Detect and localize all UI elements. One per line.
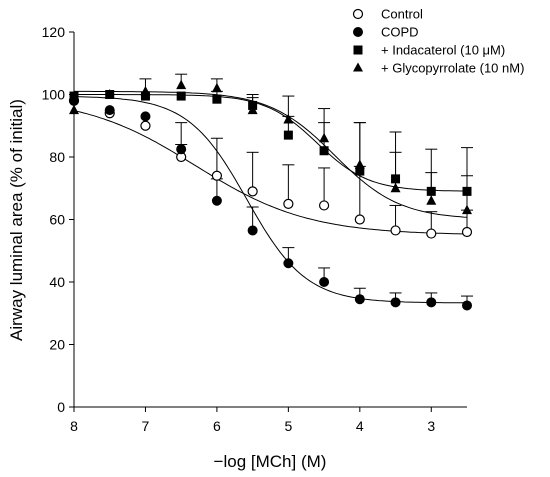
data-point-control	[247, 186, 258, 197]
data-point-control	[461, 226, 473, 238]
data-point-indacaterol	[426, 186, 436, 196]
x-tick-label: 4	[356, 418, 364, 434]
data-point-glycopyrrolate	[462, 204, 472, 215]
y-tick-label: 40	[49, 274, 65, 290]
data-point-copd	[390, 297, 401, 308]
y-axis-label: Airway luminal area (% of initial)	[7, 99, 26, 341]
data-point-copd	[354, 294, 365, 305]
data-point-glycopyrrolate	[354, 159, 365, 169]
legend-marker-glycopyrrolate	[353, 62, 363, 72]
legend-item-control: Control	[352, 7, 423, 22]
data-point-indacaterol	[355, 166, 365, 176]
fit-curves	[73, 90, 468, 304]
data-point-copd	[140, 111, 151, 122]
fit-curve	[74, 90, 468, 218]
data-point-indacaterol	[212, 94, 222, 104]
data-point-glycopyrrolate	[104, 89, 115, 99]
data-point-copd	[211, 195, 222, 206]
data-point-indacaterol	[391, 174, 401, 184]
data-point-glycopyrrolate	[426, 195, 437, 205]
legend: Control COPD + Indacaterol (10 μM) + Gly…	[352, 7, 524, 76]
x-ticks: 8 7 6 5 4 3	[70, 407, 435, 434]
data-point-control	[426, 228, 437, 239]
legend-item-indacaterol: + Indacaterol (10 μM)	[353, 43, 505, 58]
data-point-indacaterol	[462, 186, 472, 196]
data-point-indacaterol	[140, 91, 150, 101]
data-point-control	[354, 214, 365, 225]
data-point-control	[211, 170, 223, 181]
data-point-copd	[426, 297, 437, 308]
legend-item-glycopyrrolate: + Glycopyrrolate (10 nM)	[353, 61, 524, 76]
data-point-control	[283, 198, 294, 209]
legend-marker-copd	[353, 27, 363, 37]
data-markers	[68, 79, 473, 311]
legend-label-control: Control	[381, 7, 423, 22]
data-point-control	[140, 120, 151, 131]
error-bars	[139, 73, 473, 306]
legend-marker-control	[352, 8, 364, 20]
data-point-glycopyrrolate	[211, 82, 222, 93]
data-point-copd	[104, 105, 115, 116]
data-point-copd	[283, 258, 294, 269]
data-point-copd	[247, 225, 258, 236]
data-point-indacaterol	[176, 91, 186, 101]
data-point-glycopyrrolate	[176, 79, 187, 90]
x-tick-label: 8	[70, 418, 78, 434]
y-tick-label: 60	[49, 212, 65, 228]
data-point-glycopyrrolate	[140, 85, 151, 96]
data-point-glycopyrrolate	[283, 114, 294, 124]
x-tick-label: 5	[284, 418, 292, 434]
data-point-indacaterol	[69, 91, 79, 101]
y-tick-label: 20	[49, 337, 65, 353]
fit-curve	[74, 94, 468, 192]
data-point-indacaterol	[283, 130, 293, 140]
data-point-copd	[319, 277, 330, 287]
data-point-control	[390, 225, 401, 236]
data-point-glycopyrrolate	[69, 104, 79, 115]
legend-label-indacaterol: + Indacaterol (10 μM)	[381, 43, 505, 58]
fit-curve	[74, 96, 467, 304]
y-ticks: 0 20 40 60 80 100 120	[42, 24, 74, 415]
data-point-glycopyrrolate	[247, 104, 258, 115]
x-tick-label: 7	[142, 418, 150, 434]
x-axis-label: −log [MCh] (M)	[214, 452, 327, 471]
x-tick-label: 6	[213, 418, 221, 434]
y-tick-label: 80	[49, 149, 65, 165]
data-point-copd	[462, 300, 472, 311]
legend-label-copd: COPD	[381, 25, 419, 40]
y-tick-label: 120	[42, 24, 66, 40]
data-point-control	[318, 200, 330, 211]
legend-label-glycopyrrolate: + Glycopyrrolate (10 nM)	[381, 61, 524, 76]
x-tick-label: 3	[427, 418, 435, 434]
y-tick-label: 100	[42, 87, 66, 103]
legend-marker-indacaterol	[353, 45, 363, 55]
data-point-indacaterol	[319, 146, 329, 156]
axes	[73, 32, 467, 408]
y-tick-label: 0	[57, 399, 65, 415]
data-point-glycopyrrolate	[319, 132, 330, 143]
fit-curve	[73, 110, 468, 235]
data-point-glycopyrrolate	[390, 182, 401, 193]
data-point-copd	[176, 144, 187, 155]
legend-item-copd: COPD	[353, 25, 419, 40]
